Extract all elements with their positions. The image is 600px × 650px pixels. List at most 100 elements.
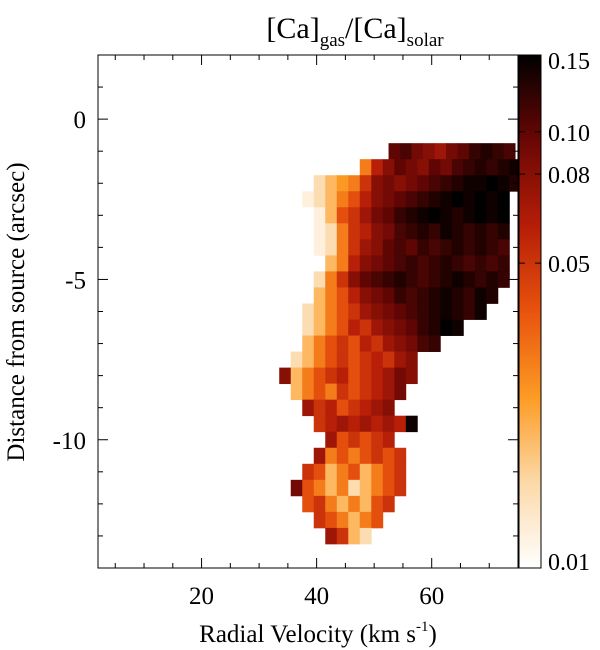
colorbar-ticks xyxy=(519,54,541,569)
heatmap-cell xyxy=(428,303,441,320)
heatmap-cell xyxy=(440,287,453,304)
heatmap-cell xyxy=(348,463,361,481)
heatmap-cell xyxy=(394,335,407,352)
heatmap-cell xyxy=(474,191,487,208)
heatmap-cell xyxy=(325,255,338,272)
heatmap-cell xyxy=(290,351,303,369)
heatmap-cell xyxy=(440,255,453,272)
heatmap-cell xyxy=(325,335,338,352)
heatmap-cell xyxy=(405,319,418,336)
heatmap-cell xyxy=(394,239,407,256)
heatmap-cell xyxy=(325,287,338,304)
heatmap-cell xyxy=(405,335,418,352)
heatmap-cell xyxy=(486,159,499,176)
heatmap-cell xyxy=(325,207,338,224)
heatmap-cell xyxy=(359,255,372,272)
heatmap-cell xyxy=(336,383,349,401)
heatmap-cell xyxy=(388,143,401,160)
heatmap-cell xyxy=(394,223,407,240)
heatmap-cell xyxy=(382,495,395,513)
heatmap-cell xyxy=(405,255,418,272)
heatmap-cell xyxy=(279,367,292,385)
heatmap-cell xyxy=(348,335,361,352)
heatmap-cell xyxy=(302,207,315,224)
heatmap-cell xyxy=(348,527,361,545)
heatmap-cell xyxy=(497,207,510,224)
heatmap-cell xyxy=(405,367,418,385)
heatmap-cell xyxy=(428,159,441,176)
heatmap-cell xyxy=(302,463,315,481)
heatmap-cell xyxy=(348,303,361,320)
heatmap-cell xyxy=(394,271,407,288)
heatmap-cell xyxy=(336,527,349,545)
heatmap-cell xyxy=(463,175,476,192)
heatmap-cell xyxy=(313,399,326,417)
heatmap-cell xyxy=(371,255,384,272)
heatmap-cell xyxy=(451,319,464,336)
heatmap-cell xyxy=(469,143,482,160)
x-label-end: ) xyxy=(429,621,437,648)
heatmap-cell xyxy=(371,399,384,417)
heatmap-cell xyxy=(463,271,476,288)
heatmap-cell xyxy=(382,175,395,192)
heatmap-cell xyxy=(428,175,441,192)
heatmap-cell xyxy=(371,175,384,192)
heatmap-cell xyxy=(417,207,430,224)
heatmap-cell xyxy=(492,143,505,160)
heatmap-cell xyxy=(371,383,384,401)
heatmap-cell xyxy=(336,367,349,385)
heatmap-cell xyxy=(359,495,372,513)
heatmap-cell xyxy=(451,239,464,256)
heatmap-cell xyxy=(336,303,349,320)
heatmap-cell xyxy=(428,319,441,336)
heatmap-cell xyxy=(405,207,418,224)
heatmap-cell xyxy=(371,351,384,369)
heatmap-cell xyxy=(313,271,326,288)
heatmap-cell xyxy=(336,223,349,240)
heatmap-cell xyxy=(405,239,418,256)
heatmap-cell xyxy=(325,367,338,385)
heatmap-cell xyxy=(359,287,372,304)
heatmap-cell xyxy=(451,223,464,240)
heatmap-cell xyxy=(336,207,349,224)
heatmap-cell xyxy=(405,415,418,433)
heatmap-cell xyxy=(348,431,361,449)
heatmap-cell xyxy=(497,271,510,288)
colorbar-tick-label: 0.15 xyxy=(548,49,590,75)
heatmap-cell xyxy=(474,159,487,176)
heatmap-cell xyxy=(440,159,453,176)
heatmap-cell xyxy=(463,223,476,240)
heatmap-cell xyxy=(405,191,418,208)
heatmap-cell xyxy=(394,207,407,224)
heatmap-cell xyxy=(417,159,430,176)
heatmap-cell xyxy=(417,191,430,208)
heatmap-cell xyxy=(486,223,499,240)
heatmap-cell xyxy=(313,319,326,336)
heatmap-cell xyxy=(451,175,464,192)
heatmap-cell xyxy=(302,383,315,401)
heatmap-cell xyxy=(348,479,361,497)
x-tick-label: 60 xyxy=(419,583,444,610)
heatmap-cell xyxy=(423,143,435,160)
heatmap-cell xyxy=(428,255,441,272)
heatmap-cell xyxy=(348,399,361,417)
heatmap-cell xyxy=(313,335,326,352)
heatmap-cell xyxy=(336,447,349,465)
heatmap-cell xyxy=(371,463,384,481)
x-axis-label: Radial Velocity (km s-1) xyxy=(199,619,437,648)
colorbar-tick-label: 0.01 xyxy=(548,550,590,576)
heatmap-cell xyxy=(434,143,447,160)
heatmap-cell xyxy=(428,239,441,256)
heatmap-cell xyxy=(405,287,418,304)
heatmap-cell xyxy=(359,175,372,192)
heatmap-cell xyxy=(348,447,361,465)
heatmap-cell xyxy=(348,287,361,304)
heatmap-cell xyxy=(371,367,384,385)
heatmap-cell xyxy=(382,303,395,320)
heatmap-cell xyxy=(382,191,395,208)
x-label-main: Radial Velocity (km s xyxy=(199,621,416,648)
heatmap-cell xyxy=(313,415,326,433)
heatmap-cell xyxy=(382,159,395,176)
heatmap-cell xyxy=(325,383,338,401)
heatmap-cell xyxy=(313,383,326,401)
